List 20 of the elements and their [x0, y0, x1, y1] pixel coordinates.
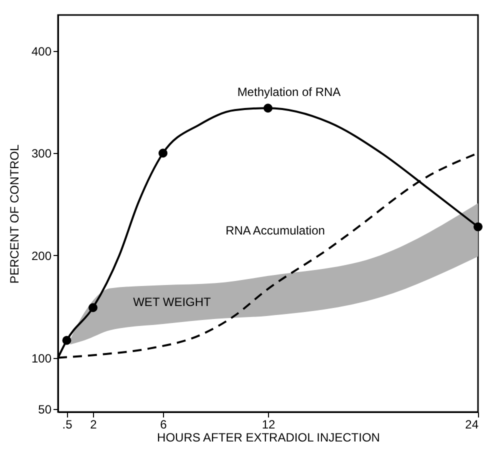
point: [264, 104, 272, 113]
x-tick-label: 6: [160, 418, 168, 432]
y-tick-label: 200: [31, 248, 52, 263]
y-tick-label: 400: [31, 44, 52, 58]
x-axis-title: HOURS AFTER EXTRADIOL INJECTION: [157, 430, 380, 444]
y-tick-label: 100: [31, 351, 52, 366]
text: WET WEIGHT: [133, 295, 212, 310]
series-label: RNA Accumulation: [226, 223, 325, 238]
point: [88, 303, 98, 312]
x-tick-label: .5: [62, 418, 73, 432]
y-axis-title: PERCENT OF CONTROL: [7, 144, 22, 284]
y-tick-label: 50: [38, 402, 52, 416]
point: [158, 148, 168, 158]
x-tick-label: 12: [262, 418, 276, 432]
y-tick-label: 300: [31, 146, 52, 161]
series-label: Methylation of RNA: [237, 85, 341, 100]
x-tick-label: 24: [465, 418, 479, 432]
x-tick-label: 2: [90, 418, 98, 432]
point: [62, 336, 72, 345]
point: [474, 222, 482, 232]
